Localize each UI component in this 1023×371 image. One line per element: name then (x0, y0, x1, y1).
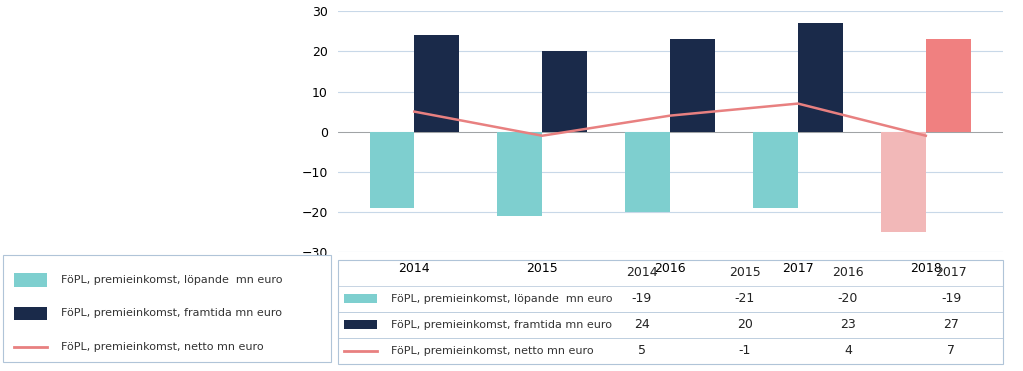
Text: 2014: 2014 (626, 266, 658, 279)
Text: 4: 4 (844, 344, 852, 357)
Bar (344, 295, 377, 303)
Text: 24: 24 (634, 318, 650, 331)
FancyBboxPatch shape (3, 255, 330, 362)
Bar (414, 35, 459, 132)
Text: 5: 5 (637, 344, 646, 357)
Bar (926, 39, 971, 132)
Text: 23: 23 (840, 318, 856, 331)
Bar (670, 39, 715, 132)
Text: 2016: 2016 (832, 266, 863, 279)
Bar (369, 132, 414, 208)
Text: -19: -19 (941, 292, 962, 305)
Text: -19: -19 (631, 292, 652, 305)
Text: -1: -1 (739, 344, 751, 357)
Bar (497, 132, 542, 216)
Bar (542, 51, 587, 132)
Text: FöPL, premieinkomst, framtida mn euro: FöPL, premieinkomst, framtida mn euro (60, 309, 281, 318)
Bar (798, 23, 843, 132)
Bar (753, 132, 798, 208)
Bar (625, 132, 670, 212)
Text: 7: 7 (947, 344, 955, 357)
Text: -21: -21 (735, 292, 755, 305)
Text: FöPL, premieinkomst, netto mn euro: FöPL, premieinkomst, netto mn euro (391, 346, 593, 355)
Bar (881, 132, 926, 232)
Text: 27: 27 (943, 318, 959, 331)
Bar (344, 321, 377, 329)
Text: 2017: 2017 (935, 266, 967, 279)
Text: FöPL, premieinkomst, framtida mn euro: FöPL, premieinkomst, framtida mn euro (391, 320, 612, 329)
Text: 20: 20 (737, 318, 753, 331)
Text: -20: -20 (838, 292, 858, 305)
Text: FöPL, premieinkomst, löpande  mn euro: FöPL, premieinkomst, löpande mn euro (391, 294, 613, 303)
Text: FöPL, premieinkomst, löpande  mn euro: FöPL, premieinkomst, löpande mn euro (60, 275, 282, 285)
Text: FöPL, premieinkomst, netto mn euro: FöPL, premieinkomst, netto mn euro (60, 342, 263, 352)
Text: 2015: 2015 (729, 266, 761, 279)
